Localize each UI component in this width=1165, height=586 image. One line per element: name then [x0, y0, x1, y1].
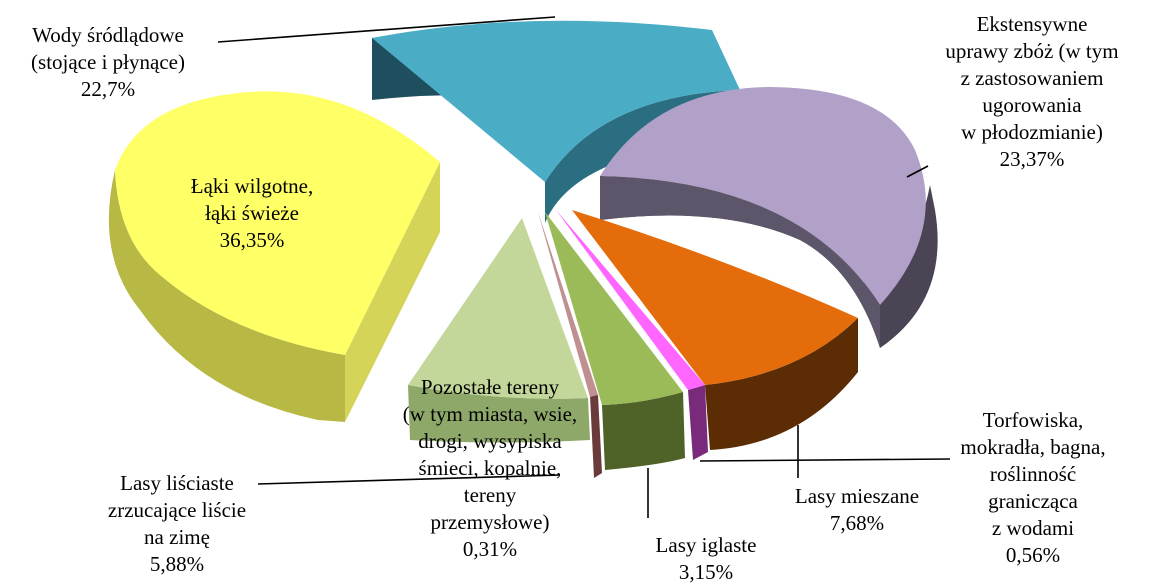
slice-torfowiska-top [556, 210, 705, 390]
label-line: Pozostałe tereny [421, 375, 560, 399]
pie-slices [108, 20, 938, 478]
slice-mieszane [572, 210, 858, 450]
label-line: roślinność [990, 462, 1076, 486]
label-line: Łąki wilgotne, [191, 174, 313, 198]
label-line: śmieci, kopalnie, [419, 456, 562, 480]
label-line: Ekstensywne [977, 12, 1088, 36]
label-line: 0,31% [463, 537, 517, 561]
label-line: z zastosowaniem [961, 66, 1104, 90]
leader-lisciaste [257, 474, 561, 485]
label-line: 23,37% [1000, 147, 1065, 171]
leader-torfowiska [699, 458, 951, 462]
slice-torfowiska [556, 210, 708, 460]
slice-uprawy [600, 87, 938, 348]
label-line: na zimę [144, 525, 210, 549]
leader-uprawy [906, 165, 929, 178]
label-line: 0,56% [1006, 543, 1060, 567]
label-line: drogi, wysypiska [418, 429, 562, 453]
slice-lisciaste [538, 212, 602, 478]
label-line: mokradła, bagna, [960, 435, 1105, 459]
slice-iglaste-side [602, 392, 685, 470]
slice-uprawy-top [600, 87, 926, 305]
label-line: Lasy iglaste [656, 533, 757, 557]
slice-labels: Wody śródlądowe (stojące i płynące) 22,7% … [31, 12, 1119, 584]
slice-pozostale-top [408, 218, 588, 399]
label-line: granicząca [988, 489, 1078, 513]
label-line: uprawy zbóż (w tym [945, 39, 1118, 63]
label-line: (w tym miasta, wsie, [403, 402, 577, 426]
label-line: Lasy mieszane [795, 484, 919, 508]
label-line: 5,88% [150, 552, 204, 576]
label-line: łąki świeże [205, 201, 299, 225]
label-line: 22,7% [81, 77, 135, 101]
slice-lisciaste-side [590, 395, 602, 478]
slice-laki-side [108, 170, 345, 422]
label-line: Wody śródlądowe [32, 23, 184, 47]
label-pozostale: Pozostałe tereny (w tym miasta, wsie, drog… [403, 375, 577, 561]
label-mieszane: Lasy mieszane 7,68% [795, 484, 919, 535]
label-uprawy: Ekstensywne uprawy zbóż (w tym z zastosowa… [945, 12, 1118, 171]
label-line: 7,68% [830, 511, 884, 535]
label-laki: Łąki wilgotne, łąki świeże 36,35% [191, 174, 313, 252]
label-woda: Wody śródlądowe (stojące i płynące) 22,7% [31, 23, 185, 101]
slice-lisciaste-top [538, 212, 598, 397]
label-line: Lasy liściaste [120, 471, 234, 495]
slice-woda-top [372, 20, 740, 183]
label-torfowiska: Torfowiska, mokradła, bagna, roślinność gra… [960, 408, 1105, 567]
slice-laki [108, 91, 440, 422]
slice-iglaste [545, 212, 685, 470]
slice-iglaste-top [545, 212, 683, 405]
slice-uprawy-edge [600, 176, 880, 348]
slice-laki-side-right [345, 162, 440, 422]
label-line: ugorowania [982, 93, 1082, 117]
label-line: (stojące i płynące) [31, 50, 185, 74]
label-line: z wodami [992, 516, 1074, 540]
slice-laki-top [115, 91, 440, 356]
label-lisciaste: Lasy liściaste zrzucające liście na zimę 5,… [108, 471, 246, 576]
slice-torfowiska-side [688, 385, 708, 460]
slice-mieszane-side [705, 318, 858, 450]
leader-woda [217, 16, 556, 43]
label-line: 3,15% [679, 560, 733, 584]
label-line: w płodozmianie) [961, 120, 1103, 144]
slice-pozostale [408, 218, 590, 443]
label-line: zrzucające liście [108, 498, 246, 522]
label-line: Torfowiska, [983, 408, 1084, 432]
label-line: 36,35% [220, 228, 285, 252]
leader-lines [217, 16, 951, 518]
slice-pozostale-side [408, 385, 590, 443]
slice-mieszane-top [572, 210, 858, 385]
label-iglaste: Lasy iglaste 3,15% [656, 533, 757, 584]
label-line: tereny [464, 483, 517, 507]
label-line: przemysłowe) [431, 510, 550, 534]
